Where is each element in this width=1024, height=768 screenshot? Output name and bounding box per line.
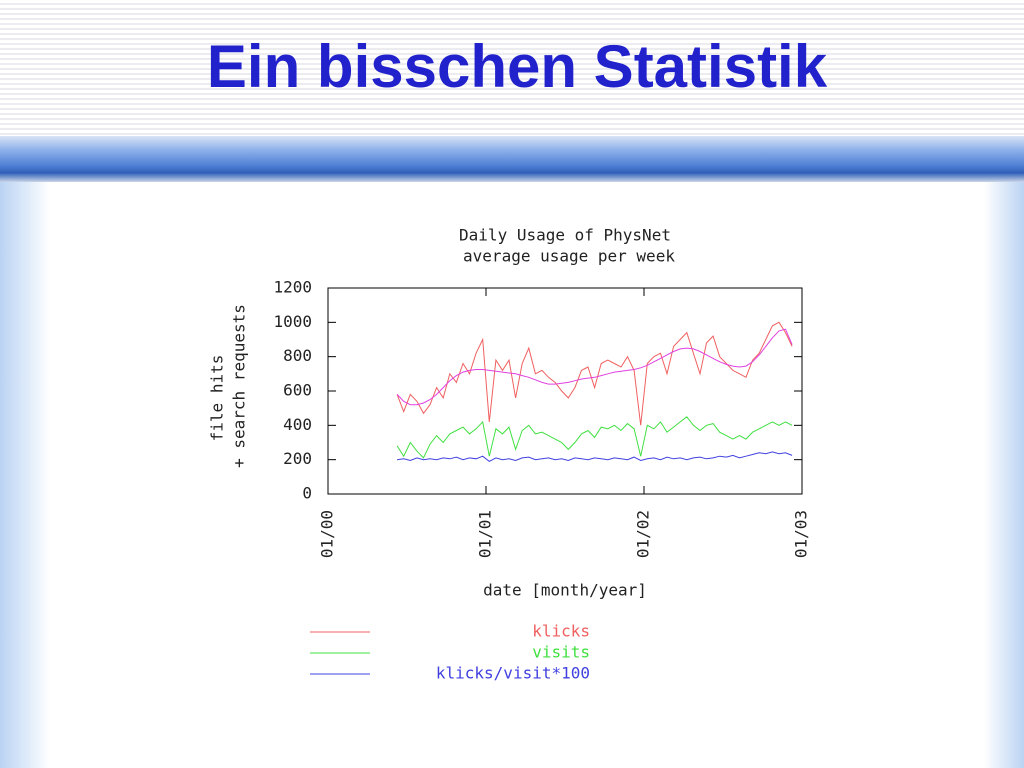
y-tick-label: 400 xyxy=(283,415,312,434)
data-line xyxy=(396,328,793,406)
legend-label: visits xyxy=(532,643,590,662)
y-tick-label: 800 xyxy=(283,346,312,365)
chart-title: Daily Usage of PhysNet xyxy=(459,226,671,245)
header-background xyxy=(0,0,1024,136)
x-tick-label: 01/01 xyxy=(476,510,495,558)
x-tick-label: 01/02 xyxy=(634,510,653,558)
y-axis-label: + search requests xyxy=(230,304,249,468)
chart-subtitle: average usage per week xyxy=(463,247,675,266)
side-gradient xyxy=(0,182,50,768)
y-tick-label: 200 xyxy=(283,449,312,468)
x-tick-label: 01/00 xyxy=(318,510,337,558)
header-band xyxy=(0,136,1024,182)
side-gradient xyxy=(984,182,1024,768)
data-line xyxy=(396,321,793,426)
data-line xyxy=(396,416,793,459)
legend-label: klicks xyxy=(532,622,590,641)
data-line xyxy=(397,451,793,462)
plot-frame xyxy=(327,287,803,495)
y-tick-label: 1200 xyxy=(273,278,312,297)
y-tick-label: 1000 xyxy=(273,312,312,331)
y-axis-label: file hits xyxy=(208,355,227,442)
x-axis-label: date [month/year] xyxy=(483,581,647,600)
y-tick-label: 0 xyxy=(302,484,312,503)
x-tick-label: 01/03 xyxy=(792,510,811,558)
y-tick-label: 600 xyxy=(283,381,312,400)
legend-label: klicks/visit*100 xyxy=(436,664,590,683)
slide-title: Ein bisschen Statistik xyxy=(206,33,828,100)
